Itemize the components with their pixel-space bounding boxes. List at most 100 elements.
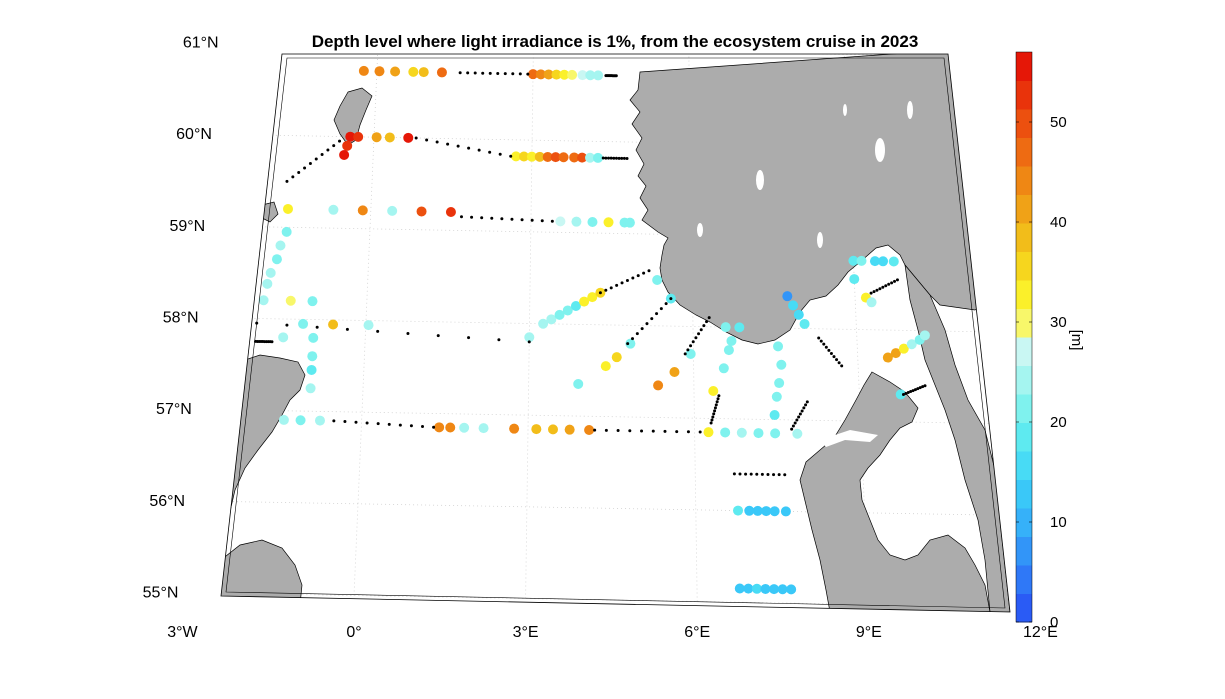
station-dot (686, 348, 690, 352)
station-dot (614, 74, 618, 78)
station-dot (827, 348, 831, 352)
station-dot (598, 291, 602, 295)
station-marker (703, 427, 714, 438)
station-dot (817, 336, 821, 340)
station-dot (790, 427, 794, 431)
station-dot (497, 338, 501, 342)
station-dot (783, 473, 787, 477)
colorbar-unit-label: [m] (1068, 330, 1085, 351)
colorbar-tick-label: 0 (1050, 614, 1058, 631)
lake-limfjord (820, 430, 878, 447)
station-dot (645, 322, 649, 326)
station-dot (711, 415, 715, 419)
station-dot (477, 148, 481, 152)
station-dot (697, 332, 701, 336)
station-marker (357, 205, 368, 216)
station-dot (797, 415, 801, 419)
station-dot (904, 391, 908, 395)
station-dot (663, 429, 667, 433)
station-dot (511, 72, 515, 76)
station-marker (278, 414, 289, 425)
lon-label: 9°E (856, 624, 882, 641)
station-dot (766, 472, 770, 476)
station-marker (384, 132, 395, 143)
station-marker (734, 583, 745, 594)
station-marker (777, 584, 788, 595)
station-dot (601, 156, 605, 160)
station-marker (285, 295, 296, 306)
station-marker (743, 583, 754, 594)
station-dot (800, 409, 804, 413)
map-frame-inner (225, 57, 1006, 609)
station-dot (887, 282, 891, 286)
station-dot (503, 72, 507, 76)
station-marker (416, 206, 427, 217)
station-dot (712, 412, 716, 416)
station-dot (819, 339, 823, 343)
station-dot (540, 219, 544, 223)
station-marker (511, 151, 522, 162)
station-marker (342, 140, 353, 151)
station-dot (749, 472, 753, 476)
colorbar-segment (1016, 365, 1032, 395)
station-marker (403, 132, 414, 143)
colorbar-segment (1016, 337, 1032, 366)
station-dot (906, 391, 910, 395)
station-dot (308, 161, 312, 165)
lat-label: 61°N (183, 35, 219, 52)
station-marker (592, 152, 603, 163)
station-marker (898, 343, 909, 354)
station-dot (893, 279, 897, 283)
station-dot (615, 283, 619, 287)
map-area (221, 54, 1010, 612)
station-dot (303, 166, 307, 170)
colorbar-border (1015, 51, 1033, 623)
station-marker (585, 70, 596, 81)
station-marker (538, 318, 549, 329)
station-dot (793, 421, 797, 425)
station-dot (467, 336, 471, 340)
station-dot (291, 175, 295, 179)
station-marker (752, 505, 763, 516)
station-marker (849, 274, 860, 285)
station-marker (882, 352, 893, 363)
station-dot (705, 320, 709, 324)
station-marker (786, 584, 797, 595)
station-dot (609, 156, 613, 160)
station-dot (432, 425, 436, 429)
station-marker (339, 149, 350, 160)
station-dot (798, 412, 802, 416)
station-dot (406, 332, 410, 335)
station-marker (878, 256, 889, 267)
station-marker (546, 314, 557, 325)
station-marker (308, 332, 319, 343)
station-marker (866, 297, 877, 308)
station-dot (480, 216, 484, 220)
station-marker (769, 410, 780, 421)
station-dot (829, 351, 833, 355)
station-dot (875, 288, 879, 292)
colorbar-segment (1016, 536, 1032, 566)
station-marker (573, 378, 584, 389)
lat-label: 55°N (143, 585, 179, 602)
station-marker (744, 505, 755, 516)
colorbar-tick-label: 20 (1050, 414, 1067, 431)
station-marker (535, 69, 546, 80)
station-dot (496, 71, 500, 75)
station-marker (387, 205, 398, 216)
station-dot (398, 423, 402, 427)
station-dot (911, 389, 915, 393)
station-marker (708, 386, 719, 397)
station-dot (607, 156, 611, 160)
station-dot (840, 364, 844, 368)
station-marker (569, 152, 580, 163)
station-marker (653, 380, 664, 391)
station-dot (593, 428, 597, 432)
station-dot (332, 144, 336, 148)
station-dot (270, 340, 274, 344)
station-marker (558, 152, 569, 163)
station-dot (824, 345, 828, 349)
station-marker (534, 151, 545, 162)
station-dot (713, 406, 717, 410)
